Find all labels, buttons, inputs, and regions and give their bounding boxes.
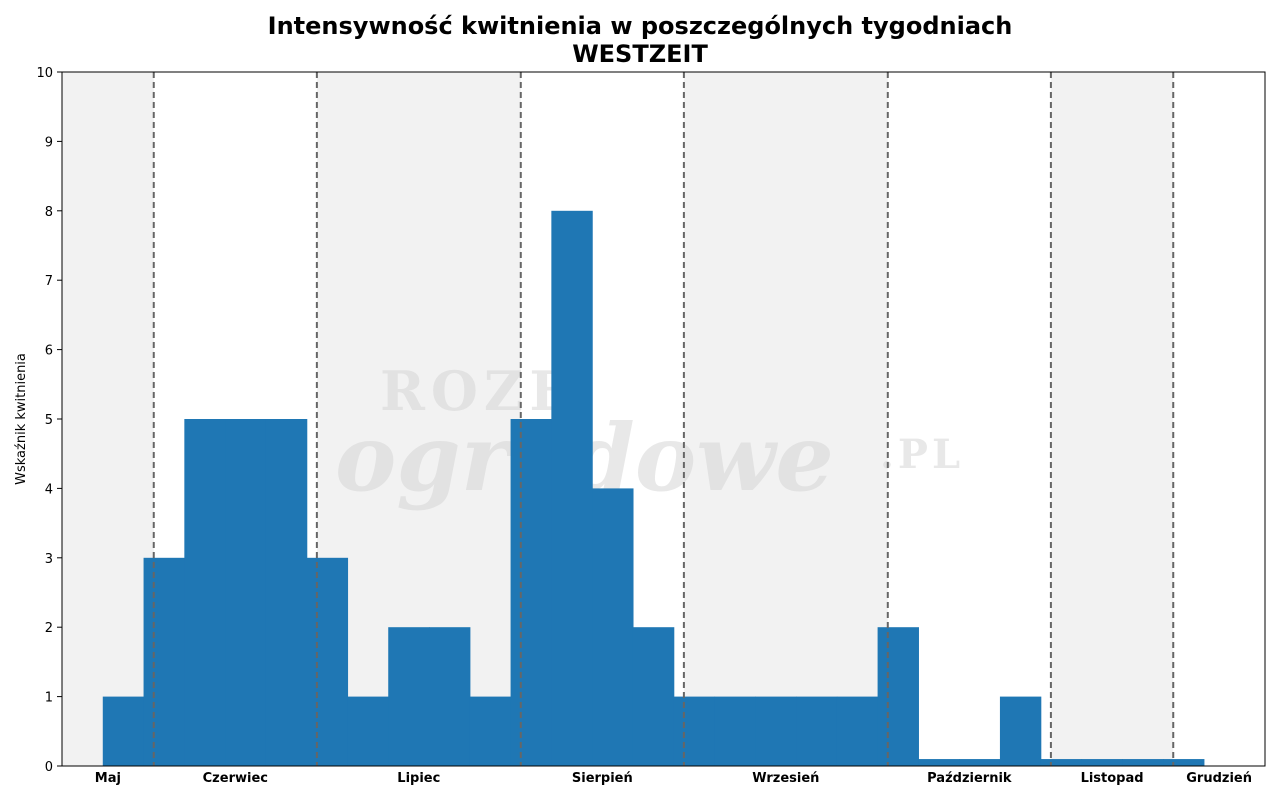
bar-week-23 bbox=[225, 419, 267, 766]
bar-week-30 bbox=[510, 419, 552, 766]
y-tick-label: 10 bbox=[36, 66, 53, 81]
watermark-line-3: .PL bbox=[880, 431, 964, 478]
month-label: Sierpień bbox=[572, 771, 633, 786]
month-label: Czerwiec bbox=[203, 771, 268, 786]
y-tick-label: 0 bbox=[45, 760, 53, 775]
bar-week-27 bbox=[388, 627, 430, 766]
y-tick-label: 7 bbox=[45, 274, 53, 289]
y-tick-label: 1 bbox=[45, 691, 53, 706]
month-shade bbox=[1050, 72, 1174, 766]
bar-week-31 bbox=[551, 210, 593, 767]
bar-week-46 bbox=[1163, 759, 1205, 766]
bar-week-26 bbox=[347, 696, 389, 766]
bar-week-45 bbox=[1122, 759, 1164, 766]
chart-title: Intensywność kwitnienia w poszczególnych… bbox=[267, 12, 1013, 40]
month-label: Wrzesień bbox=[752, 771, 819, 786]
bar-week-29 bbox=[469, 696, 512, 766]
y-tick-label: 9 bbox=[45, 135, 53, 150]
month-shade bbox=[62, 72, 154, 766]
bar-week-25 bbox=[306, 557, 349, 766]
y-axis-label: Wskaźnik kwitnienia bbox=[14, 353, 29, 485]
month-label: Październik bbox=[927, 771, 1012, 786]
month-label: Listopad bbox=[1081, 771, 1144, 786]
y-tick-label: 3 bbox=[45, 552, 53, 567]
month-shade bbox=[683, 72, 888, 766]
y-tick-label: 8 bbox=[45, 205, 53, 220]
y-tick-label: 2 bbox=[45, 621, 53, 636]
bar-week-20 bbox=[102, 696, 145, 766]
bar-week-42 bbox=[999, 696, 1042, 766]
y-tick-label: 4 bbox=[45, 482, 53, 497]
y-tick-label: 5 bbox=[45, 413, 53, 428]
bar-week-43 bbox=[1040, 759, 1083, 766]
bar-week-35 bbox=[714, 696, 756, 766]
bar-week-41 bbox=[959, 759, 1001, 766]
bar-week-24 bbox=[265, 419, 308, 766]
bar-week-44 bbox=[1081, 759, 1123, 766]
bar-week-22 bbox=[184, 419, 226, 766]
watermark-line-1: ROZE bbox=[380, 359, 577, 423]
bar-week-28 bbox=[429, 627, 471, 766]
bar-week-34 bbox=[673, 696, 716, 766]
bar-week-38 bbox=[836, 696, 879, 766]
month-label: Lipiec bbox=[397, 771, 440, 786]
chart-subtitle: WESTZEIT bbox=[572, 40, 708, 68]
month-label: Maj bbox=[95, 771, 121, 786]
y-tick-label: 6 bbox=[45, 344, 53, 359]
bar-week-37 bbox=[796, 696, 838, 766]
bar-week-36 bbox=[755, 696, 797, 766]
month-label: Grudzień bbox=[1186, 771, 1252, 786]
bar-week-33 bbox=[632, 627, 675, 766]
bar-week-40 bbox=[918, 759, 960, 766]
bar-week-32 bbox=[592, 488, 634, 766]
bar-week-39 bbox=[877, 627, 919, 766]
bar-week-21 bbox=[143, 557, 185, 766]
